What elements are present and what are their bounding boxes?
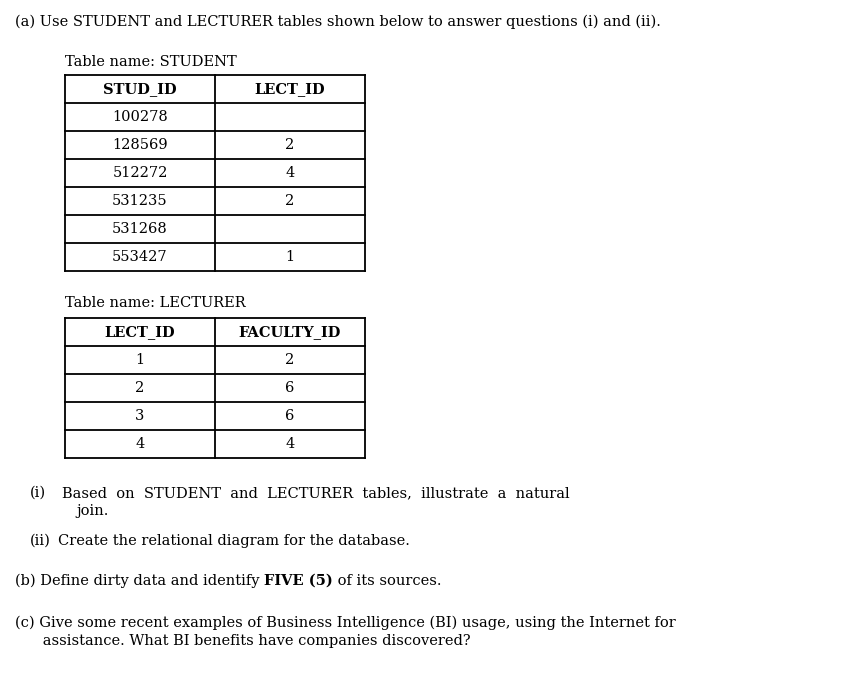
Text: 6: 6: [286, 409, 295, 423]
Text: STUD_ID: STUD_ID: [103, 82, 177, 96]
Text: Table name: LECTURER: Table name: LECTURER: [65, 296, 246, 310]
Text: 512272: 512272: [112, 166, 168, 180]
Text: FACULTY_ID: FACULTY_ID: [239, 325, 341, 339]
Text: (a) Use STUDENT and LECTURER tables shown below to answer questions (i) and (ii): (a) Use STUDENT and LECTURER tables show…: [15, 15, 661, 29]
Text: join.: join.: [76, 504, 108, 518]
Text: 4: 4: [135, 437, 145, 451]
Text: (b) Define dirty data and identify: (b) Define dirty data and identify: [15, 574, 264, 589]
Text: Table name: STUDENT: Table name: STUDENT: [65, 55, 237, 69]
Text: 4: 4: [286, 437, 294, 451]
Text: 1: 1: [286, 250, 294, 264]
Text: Based  on  STUDENT  and  LECTURER  tables,  illustrate  a  natural: Based on STUDENT and LECTURER tables, il…: [62, 486, 569, 500]
Text: 531235: 531235: [112, 194, 168, 208]
Text: 2: 2: [286, 138, 294, 152]
Text: (c) Give some recent examples of Business Intelligence (BI) usage, using the Int: (c) Give some recent examples of Busines…: [15, 616, 676, 630]
Text: assistance. What BI benefits have companies discovered?: assistance. What BI benefits have compan…: [15, 634, 470, 648]
Text: 531268: 531268: [112, 222, 168, 236]
Text: 6: 6: [286, 381, 295, 395]
Text: 553427: 553427: [112, 250, 168, 264]
Text: (i): (i): [30, 486, 46, 500]
Text: 100278: 100278: [112, 110, 168, 124]
Text: 1: 1: [135, 353, 145, 367]
Text: 4: 4: [286, 166, 294, 180]
Text: LECT_ID: LECT_ID: [105, 325, 175, 339]
Text: 128569: 128569: [112, 138, 168, 152]
Text: (ii): (ii): [30, 534, 51, 548]
Text: LECT_ID: LECT_ID: [254, 82, 326, 96]
Text: of its sources.: of its sources.: [332, 574, 441, 588]
Text: 2: 2: [286, 353, 294, 367]
Text: FIVE (5): FIVE (5): [264, 574, 332, 588]
Text: 2: 2: [286, 194, 294, 208]
Text: 2: 2: [135, 381, 145, 395]
Text: Create the relational diagram for the database.: Create the relational diagram for the da…: [58, 534, 410, 548]
Text: 3: 3: [135, 409, 145, 423]
